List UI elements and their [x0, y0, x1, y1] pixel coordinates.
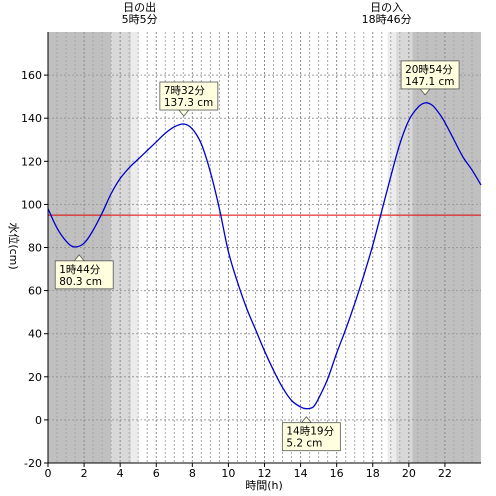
- x-tick-label: 14: [294, 467, 308, 480]
- annotation-value: 5.2 cm: [286, 438, 322, 450]
- sun-event-time: 18時46分: [362, 13, 412, 26]
- grid: [48, 32, 481, 463]
- annotation-box: [400, 60, 460, 90]
- annotation-value: 137.3 cm: [164, 97, 213, 109]
- series-group: [47, 102, 482, 410]
- y-tick-label: -20: [24, 457, 42, 470]
- x-tick-label: 16: [330, 467, 344, 480]
- annotation-box: [54, 260, 114, 290]
- x-tick-label: 12: [258, 467, 272, 480]
- x-axis-label: 時間(h): [245, 479, 283, 492]
- sun-event-label: 日の出: [123, 0, 156, 14]
- annotation-time: 1時44分: [59, 264, 101, 276]
- x-tick-label: 20: [402, 467, 416, 480]
- x-tick-label: 18: [366, 467, 380, 480]
- annotation-value: 80.3 cm: [59, 276, 102, 288]
- x-tick-label: 6: [153, 467, 160, 480]
- annotation-time: 7時32分: [164, 85, 206, 97]
- y-tick-label: 20: [28, 371, 42, 384]
- y-tick-label: 120: [21, 155, 42, 168]
- y-tick-label: 140: [21, 112, 42, 125]
- y-tick-label: 160: [21, 69, 42, 82]
- annotation-value: 147.1 cm: [405, 76, 454, 88]
- annotation-box: [159, 81, 219, 111]
- annotation-box: [281, 422, 341, 452]
- x-tick-label: 4: [117, 467, 124, 480]
- series-line-0: [47, 102, 482, 410]
- annotation-time: 20時54分: [405, 64, 453, 76]
- axes: 0 2 4 6 8 10 12 14 16 18 20 22-20020406080100120140…: [21, 32, 481, 480]
- x-tick-label: 10: [221, 467, 235, 480]
- sun-event-label: 日の入: [370, 1, 403, 14]
- y-tick-label: 0: [35, 414, 42, 427]
- night-shade-2: [130, 32, 141, 463]
- y-tick-label: 80: [28, 242, 42, 255]
- y-axis-label: 水位(cm): [7, 222, 21, 269]
- x-tick-label: 22: [438, 467, 452, 480]
- y-tick-label: 40: [28, 328, 42, 341]
- annotation-pointer: [177, 109, 190, 117]
- x-tick-label: 0: [45, 467, 52, 480]
- night-shade-3: [387, 32, 397, 463]
- night-shade-5: [412, 32, 481, 463]
- annotation-time: 14時19分: [286, 426, 334, 438]
- y-tick-label: 100: [21, 198, 42, 211]
- sun-event-time: 5時5分: [122, 13, 158, 26]
- y-tick-label: 60: [28, 285, 42, 298]
- x-tick-label: 8: [189, 467, 196, 480]
- x-tick-label: 2: [81, 467, 88, 480]
